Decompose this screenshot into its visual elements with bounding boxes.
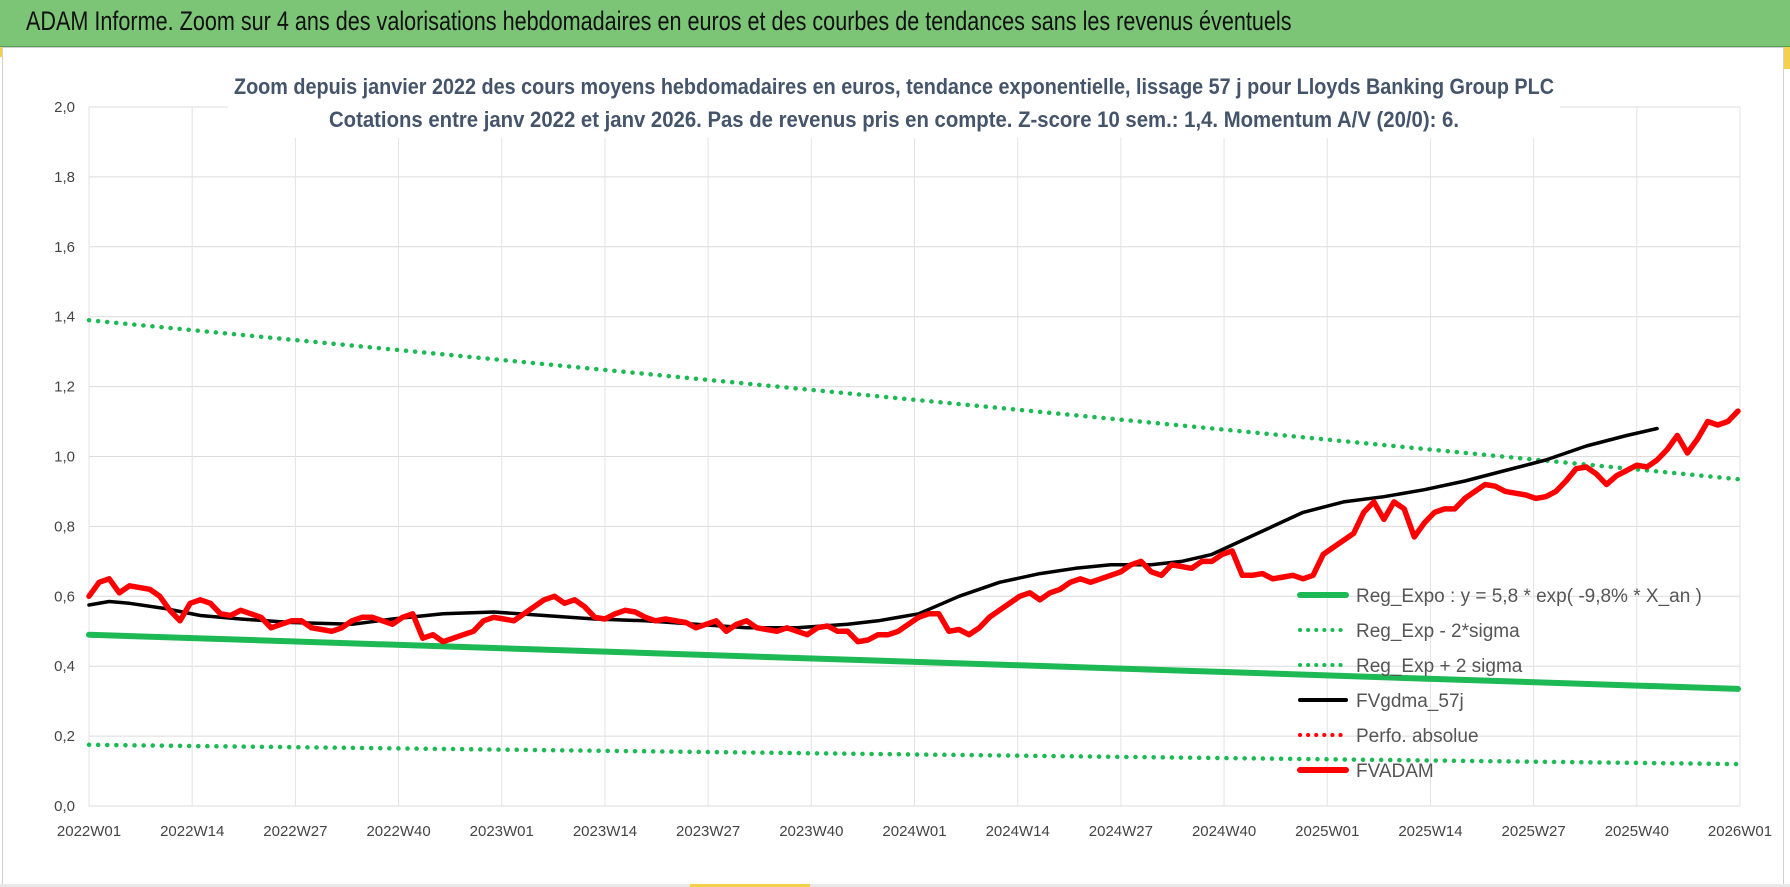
y-tick-label: 2,0	[54, 99, 75, 116]
legend-label: Reg_Expo : y = 5,8 * exp( -9,8% * X_an )	[1356, 586, 1702, 607]
y-tick-label: 0,6	[54, 588, 75, 605]
series-line	[87, 426, 1659, 630]
x-tick-label: 2024W14	[986, 823, 1050, 840]
header-banner: ADAM Informe. Zoom sur 4 ans des valoris…	[0, 0, 1790, 47]
x-tick-label: 2025W27	[1502, 823, 1566, 840]
x-tick-label: 2023W01	[470, 823, 534, 840]
series-line	[86, 317, 1741, 482]
x-tick-label: 2022W27	[263, 823, 327, 840]
bottom-accent	[690, 884, 810, 887]
chart-title-line: Zoom depuis janvier 2022 des cours moyen…	[234, 74, 1554, 99]
y-tick-label: 0,0	[54, 798, 75, 815]
x-tick-label: 2022W01	[57, 823, 121, 840]
legend-label: FVADAM	[1356, 761, 1434, 782]
x-tick-label: 2022W40	[366, 823, 430, 840]
x-tick-label: 2024W27	[1089, 823, 1153, 840]
series-line	[86, 408, 1741, 645]
series-line	[86, 742, 1741, 767]
x-tick-label: 2023W27	[676, 823, 740, 840]
x-tick-label: 2023W14	[573, 823, 637, 840]
y-tick-label: 0,4	[54, 658, 75, 675]
y-tick-label: 1,2	[54, 379, 75, 396]
x-tick-label: 2025W14	[1398, 823, 1462, 840]
legend-label: FVgdma_57j	[1356, 691, 1464, 712]
y-tick-label: 0,8	[54, 518, 75, 535]
y-tick-label: 1,8	[54, 169, 75, 186]
x-tick-label: 2023W40	[779, 823, 843, 840]
x-tick-label: 2022W14	[160, 823, 224, 840]
chart-title-line: Cotations entre janv 2022 et janv 2026. …	[329, 107, 1459, 132]
legend-label: Reg_Exp + 2 sigma	[1356, 656, 1523, 677]
x-tick-label: 2026W01	[1708, 823, 1772, 840]
series-line	[86, 631, 1741, 692]
legend-label: Perfo. absolue	[1356, 726, 1479, 747]
x-tick-label: 2025W40	[1605, 823, 1669, 840]
y-tick-label: 1,6	[54, 239, 75, 256]
x-tick-label: 2025W01	[1295, 823, 1359, 840]
banner-title: ADAM Informe. Zoom sur 4 ans des valoris…	[26, 6, 1292, 36]
bottom-bar	[0, 884, 1790, 887]
corner-accent	[1780, 47, 1790, 69]
x-tick-label: 2024W40	[1192, 823, 1256, 840]
chart-title-background	[228, 64, 1560, 138]
y-tick-label: 1,4	[54, 309, 75, 326]
y-tick-label: 1,0	[54, 449, 75, 466]
x-tick-label: 2024W01	[882, 823, 946, 840]
legend-label: Reg_Exp - 2*sigma	[1356, 621, 1520, 642]
y-tick-label: 0,2	[54, 728, 75, 745]
